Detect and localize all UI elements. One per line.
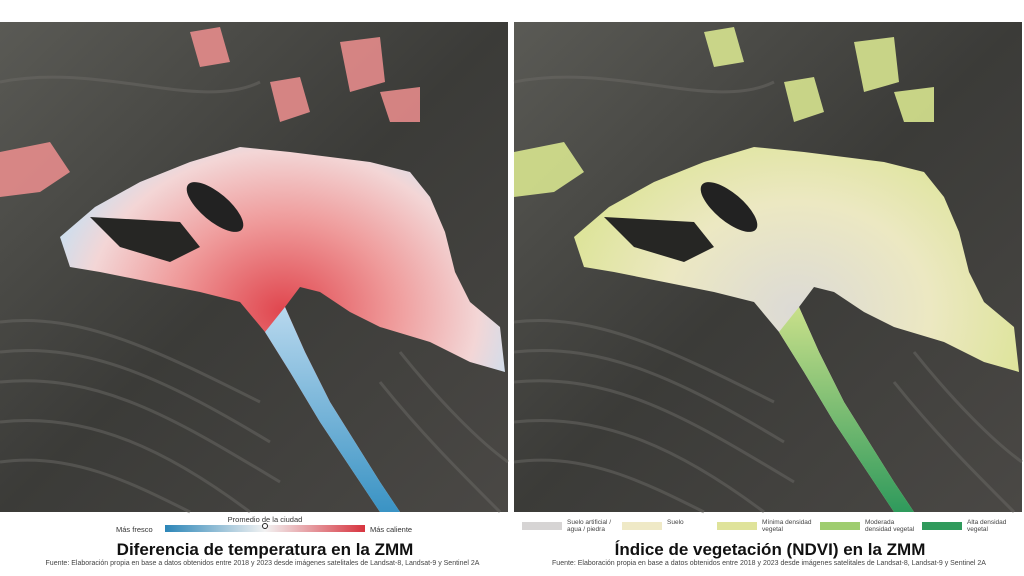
legend-low-label: Más fresco — [116, 525, 153, 534]
legend-swatch — [717, 522, 757, 530]
legend-swatch — [922, 522, 962, 530]
legend-label: Mínima densidad vegetal — [762, 519, 812, 533]
left-source: Fuente: Elaboración propia en base a dat… — [45, 560, 480, 567]
legend-label: Alta densidad vegetal — [967, 519, 1007, 533]
legend-label: Moderada densidad vegetal — [865, 519, 915, 533]
right-source: Fuente: Elaboración propia en base a dat… — [552, 560, 986, 567]
legend-label: Suelo artificial / agua / piedra — [567, 519, 612, 533]
temperature-map — [0, 20, 510, 514]
legend-swatch — [622, 522, 662, 530]
left-title: Diferencia de temperatura en la ZMM — [116, 540, 414, 559]
average-marker — [262, 523, 268, 529]
legend-label: Suelo — [667, 519, 684, 526]
legend-swatch — [522, 522, 562, 530]
ndvi-map — [512, 20, 1024, 514]
legend-high-label: Más caliente — [370, 525, 413, 534]
legend-center-label: Promedio de la ciudad — [227, 515, 303, 524]
legend-swatch — [820, 522, 860, 530]
right-title: Índice de vegetación (NDVI) en la ZMM — [614, 540, 926, 559]
